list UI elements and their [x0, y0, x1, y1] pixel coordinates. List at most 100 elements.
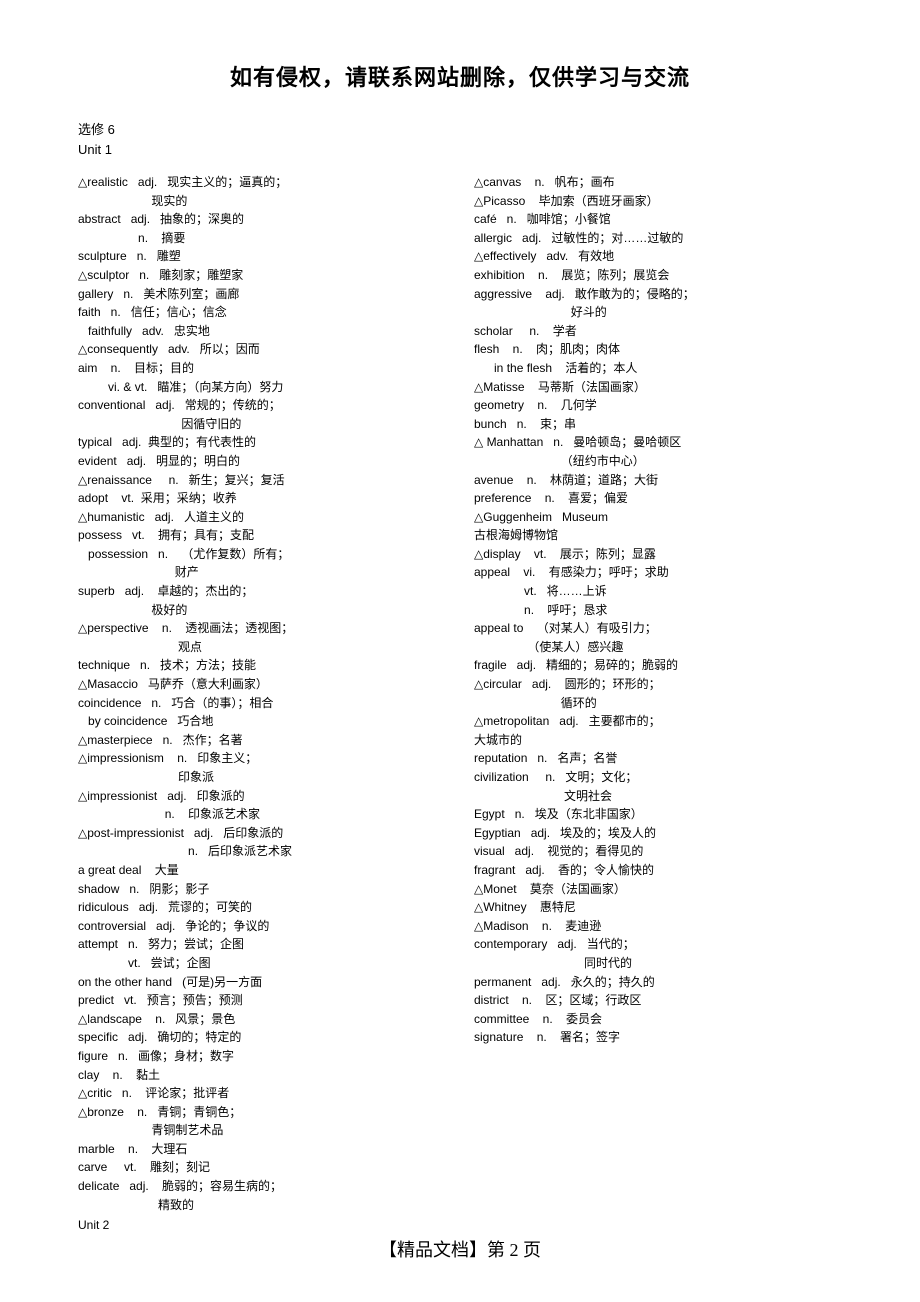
vocab-entry: carve vt. 雕刻；刻记 [78, 1158, 446, 1177]
vocab-entry: 循环的 [474, 694, 842, 713]
vocab-entry: bunch n. 束；串 [474, 415, 842, 434]
vocab-entry: allergic adj. 过敏性的；对……过敏的 [474, 229, 842, 248]
vocab-entry: contemporary adj. 当代的； [474, 935, 842, 954]
vocab-entry: exhibition n. 展览；陈列；展览会 [474, 266, 842, 285]
vocab-entry: faith n. 信任；信心；信念 [78, 303, 446, 322]
vocab-entry: 印象派 [78, 768, 446, 787]
vocab-entry: in the flesh 活着的；本人 [474, 359, 842, 378]
vocab-entry: marble n. 大理石 [78, 1140, 446, 1159]
vocab-entry: △impressionist adj. 印象派的 [78, 787, 446, 806]
vocab-entry: faithfully adv. 忠实地 [78, 322, 446, 341]
vocab-entry: predict vt. 预言；预告；预测 [78, 991, 446, 1010]
vocab-entry: n. 印象派艺术家 [78, 805, 446, 824]
vocab-entry: civilization n. 文明；文化； [474, 768, 842, 787]
vocab-entry: △sculptor n. 雕刻家；雕塑家 [78, 266, 446, 285]
vocab-entry: figure n. 画像；身材；数字 [78, 1047, 446, 1066]
vocab-entry: △Guggenheim Museum [474, 508, 842, 527]
vocab-entry: △post-impressionist adj. 后印象派的 [78, 824, 446, 843]
vocab-entry: n. 呼吁；恳求 [474, 601, 842, 620]
vocab-entry: gallery n. 美术陈列室；画廊 [78, 285, 446, 304]
page-footer: 【精品文档】第 2 页 [0, 1236, 920, 1262]
vocab-entry: appeal to （对某人）有吸引力； [474, 619, 842, 638]
vocab-entry: 同时代的 [474, 954, 842, 973]
vocab-entry: superb adj. 卓越的；杰出的； [78, 582, 446, 601]
vocab-entry: n. 摘要 [78, 229, 446, 248]
vocab-entry: △perspective n. 透视画法；透视图； [78, 619, 446, 638]
vocab-entry: signature n. 署名；签字 [474, 1028, 842, 1047]
vocab-entry: △Matisse 马蒂斯（法国画家） [474, 378, 842, 397]
vocab-entry: specific adj. 确切的；特定的 [78, 1028, 446, 1047]
vocab-entry: （使某人）感兴趣 [474, 638, 842, 657]
vocab-entry: controversial adj. 争论的；争议的 [78, 917, 446, 936]
vocab-entry: by coincidence 巧合地 [78, 712, 446, 731]
vocab-entry: △bronze n. 青铜；青铜色； [78, 1103, 446, 1122]
vocab-entry: delicate adj. 脆弱的；容易生病的； [78, 1177, 446, 1196]
vocab-entry: （纽约市中心） [474, 452, 842, 471]
vocab-entry: △effectively adv. 有效地 [474, 247, 842, 266]
vocab-entry: committee n. 委员会 [474, 1010, 842, 1029]
vocab-entry: △canvas n. 帆布；画布 [474, 173, 842, 192]
vocab-entry: △Whitney 惠特尼 [474, 898, 842, 917]
vocab-entry: visual adj. 视觉的；看得见的 [474, 842, 842, 861]
vocab-entry: 因循守旧的 [78, 415, 446, 434]
vocab-entry: 青铜制艺术品 [78, 1121, 446, 1140]
vocab-entry: appeal vi. 有感染力；呼吁；求助 [474, 563, 842, 582]
vocab-entry: 现实的 [78, 192, 446, 211]
vocab-entry: △Masaccio 马萨乔（意大利画家） [78, 675, 446, 694]
vocab-entry: coincidence n. 巧合（的事）；相合 [78, 694, 446, 713]
vocab-entry: abstract adj. 抽象的；深奥的 [78, 210, 446, 229]
vocab-entry: district n. 区；区域；行政区 [474, 991, 842, 1010]
vocab-entry: 古根海姆博物馆 [474, 526, 842, 545]
unit-2-label: Unit 2 [78, 1216, 446, 1235]
vocab-entry: adopt vt. 采用；采纳；收养 [78, 489, 446, 508]
vocab-entry: ridiculous adj. 荒谬的；可笑的 [78, 898, 446, 917]
vocab-entry: vt. 将……上诉 [474, 582, 842, 601]
vocab-entry: fragrant adj. 香的；令人愉快的 [474, 861, 842, 880]
vocab-entry: scholar n. 学者 [474, 322, 842, 341]
vocab-entry: 文明社会 [474, 787, 842, 806]
vocab-entry: △Picasso 毕加索（西班牙画家） [474, 192, 842, 211]
vocab-entry: on the other hand (可是)另一方面 [78, 973, 446, 992]
book-title: 选修 6 [78, 120, 842, 140]
vocab-entry: aim n. 目标；目的 [78, 359, 446, 378]
vocab-entry: fragile adj. 精细的；易碎的；脆弱的 [474, 656, 842, 675]
vocab-entry: △Monet 莫奈（法国画家） [474, 880, 842, 899]
vocab-entry: typical adj. 典型的；有代表性的 [78, 433, 446, 452]
vocab-entry: △metropolitan adj. 主要都市的； [474, 712, 842, 731]
vocab-entry: △renaissance n. 新生；复兴；复活 [78, 471, 446, 490]
vocab-entry: conventional adj. 常规的；传统的； [78, 396, 446, 415]
vocab-entry: △consequently adv. 所以；因而 [78, 340, 446, 359]
vocab-entry: 财产 [78, 563, 446, 582]
vocab-entry: △circular adj. 圆形的；环形的； [474, 675, 842, 694]
vocab-entry: flesh n. 肉；肌肉；肉体 [474, 340, 842, 359]
vocab-entry: △impressionism n. 印象主义； [78, 749, 446, 768]
book-meta: 选修 6 Unit 1 [78, 120, 842, 159]
vocab-entry: preference n. 喜爱；偏爱 [474, 489, 842, 508]
vocab-entry: △critic n. 评论家；批评者 [78, 1084, 446, 1103]
vocab-entry: technique n. 技术；方法；技能 [78, 656, 446, 675]
vocab-entry: possess vt. 拥有；具有；支配 [78, 526, 446, 545]
vocab-entry: possession n. （尤作复数）所有； [78, 545, 446, 564]
vocab-entry: geometry n. 几何学 [474, 396, 842, 415]
page-header-notice: 如有侵权，请联系网站删除，仅供学习与交流 [78, 60, 842, 92]
vocab-entry: avenue n. 林荫道；道路；大街 [474, 471, 842, 490]
vocab-entry: Egyptian adj. 埃及的；埃及人的 [474, 824, 842, 843]
vocab-entry: 极好的 [78, 601, 446, 620]
vocab-entry: n. 后印象派艺术家 [78, 842, 446, 861]
vocab-entry: △ Manhattan n. 曼哈顿岛；曼哈顿区 [474, 433, 842, 452]
vocab-entry: a great deal 大量 [78, 861, 446, 880]
vocab-entry: vi. & vt. 瞄准；（向某方向）努力 [78, 378, 446, 397]
vocab-entry: 观点 [78, 638, 446, 657]
vocab-entry: sculpture n. 雕塑 [78, 247, 446, 266]
vocab-entry: evident adj. 明显的；明白的 [78, 452, 446, 471]
vocab-entry: reputation n. 名声；名誉 [474, 749, 842, 768]
vocab-entry: 精致的 [78, 1196, 446, 1215]
vocab-entry: △landscape n. 风景；景色 [78, 1010, 446, 1029]
vocab-entry: △Madison n. 麦迪逊 [474, 917, 842, 936]
vocab-entry: attempt n. 努力；尝试；企图 [78, 935, 446, 954]
vocabulary-columns: △realistic adj. 现实主义的；逼真的； 现实的abstract a… [78, 173, 842, 1235]
unit-1-label: Unit 1 [78, 140, 842, 160]
vocab-entry: △display vt. 展示；陈列；显露 [474, 545, 842, 564]
vocab-entry: café n. 咖啡馆；小餐馆 [474, 210, 842, 229]
vocab-entry: 大城市的 [474, 731, 842, 750]
